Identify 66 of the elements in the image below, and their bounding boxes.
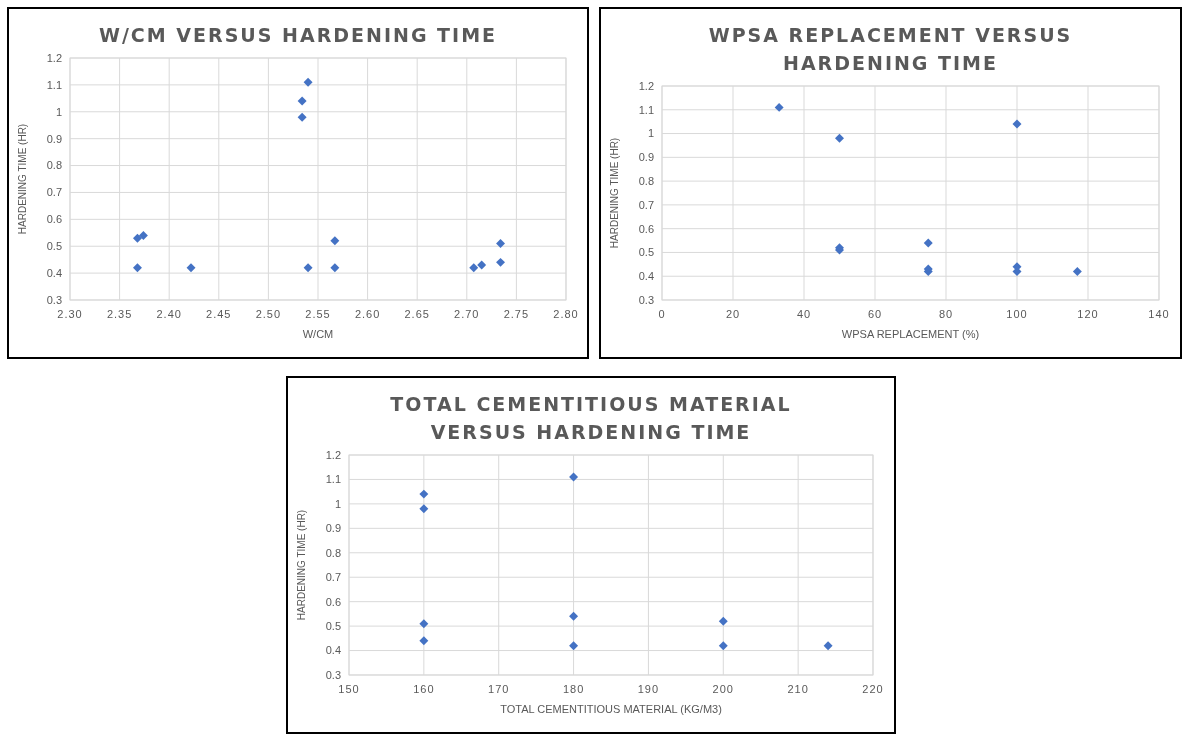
x-tick-label: 2.75 (503, 308, 530, 320)
y-tick-label: 0.3 (325, 668, 341, 681)
y-tick-label: 0.9 (638, 151, 654, 164)
y-tick-label: 0.5 (638, 246, 654, 259)
x-axis-title: TOTAL CEMENTITIOUS MATERIAL (KG/M3) (500, 703, 722, 715)
y-tick-label: 1.2 (325, 448, 341, 461)
y-tick-label: 0.4 (46, 266, 62, 279)
y-tick-label: 0.8 (325, 546, 341, 559)
x-tick-label: 100 (1006, 308, 1028, 320)
x-tick-label: 2.80 (553, 308, 579, 320)
y-tick-label: 0.4 (325, 644, 341, 657)
x-axis-title: WPSA REPLACEMENT (%) (841, 328, 980, 340)
y-tick-label: 0.3 (638, 293, 654, 306)
x-tick-label: 120 (1077, 308, 1099, 320)
y-tick-label: 1 (334, 497, 341, 510)
x-tick-label: 210 (787, 683, 809, 695)
y-tick-label: 1.1 (325, 473, 341, 486)
y-axis-title: HARDENING TIME (HR) (609, 137, 620, 249)
chart-title: W/CM VERSUS HARDENING TIME (98, 24, 498, 46)
y-tick-label: 1.2 (638, 79, 654, 92)
chart-title: TOTAL CEMENTITIOUS MATERIAL VERSUS HARDENING TIME (390, 393, 792, 443)
y-tick-label: 0.7 (325, 571, 341, 584)
y-tick-label: 1.2 (46, 51, 62, 64)
y-tick-label: 1 (55, 105, 62, 118)
y-tick-label: 0.6 (325, 595, 341, 608)
x-tick-label: 2.60 (354, 308, 381, 320)
y-tick-label: 0.7 (638, 198, 654, 211)
y-tick-label: 0.7 (46, 186, 62, 199)
x-tick-label: 2.45 (206, 308, 232, 320)
x-tick-label: 60 (867, 308, 883, 320)
x-tick-label: 80 (938, 308, 954, 320)
y-tick-label: 0.5 (46, 240, 62, 253)
y-axis-title: HARDENING TIME (HR) (17, 123, 28, 235)
x-tick-label: 20 (725, 308, 741, 320)
y-axis-title: HARDENING TIME (HR) (296, 509, 307, 621)
x-tick-label: 2.70 (454, 308, 480, 320)
y-tick-label: 0.6 (46, 213, 62, 226)
x-tick-label: 2.65 (404, 308, 430, 320)
y-tick-label: 0.3 (46, 293, 62, 306)
y-tick-label: 1.1 (46, 78, 62, 91)
y-tick-label: 0.8 (638, 174, 654, 187)
y-tick-label: 1.1 (638, 103, 654, 116)
x-tick-label: 40 (796, 308, 812, 320)
x-tick-label: 220 (862, 683, 884, 695)
x-tick-label: 170 (488, 683, 510, 695)
x-tick-label: 160 (413, 683, 435, 695)
y-tick-label: 0.6 (638, 222, 654, 235)
x-tick-label: 2.35 (106, 308, 133, 320)
x-tick-label: 190 (637, 683, 660, 695)
chart-title: WPSA REPLACEMENT VERSUS HARDENING TIME (708, 24, 1073, 74)
x-tick-label: 200 (712, 683, 734, 695)
x-tick-label: 0 (658, 308, 666, 320)
y-tick-label: 1 (647, 127, 654, 140)
y-tick-label: 0.8 (46, 159, 62, 172)
y-tick-label: 0.9 (46, 132, 62, 145)
x-tick-label: 2.30 (57, 308, 83, 320)
x-tick-label: 140 (1148, 308, 1170, 320)
x-tick-label: 2.50 (255, 308, 282, 320)
y-tick-label: 0.4 (638, 270, 654, 283)
y-tick-label: 0.9 (325, 522, 341, 535)
x-tick-label: 150 (338, 683, 360, 695)
y-tick-label: 0.5 (325, 619, 341, 632)
x-tick-label: 2.40 (156, 308, 182, 320)
x-axis-title: W/CM (302, 328, 334, 340)
x-tick-label: 2.55 (305, 308, 331, 320)
x-tick-label: 180 (562, 683, 585, 695)
